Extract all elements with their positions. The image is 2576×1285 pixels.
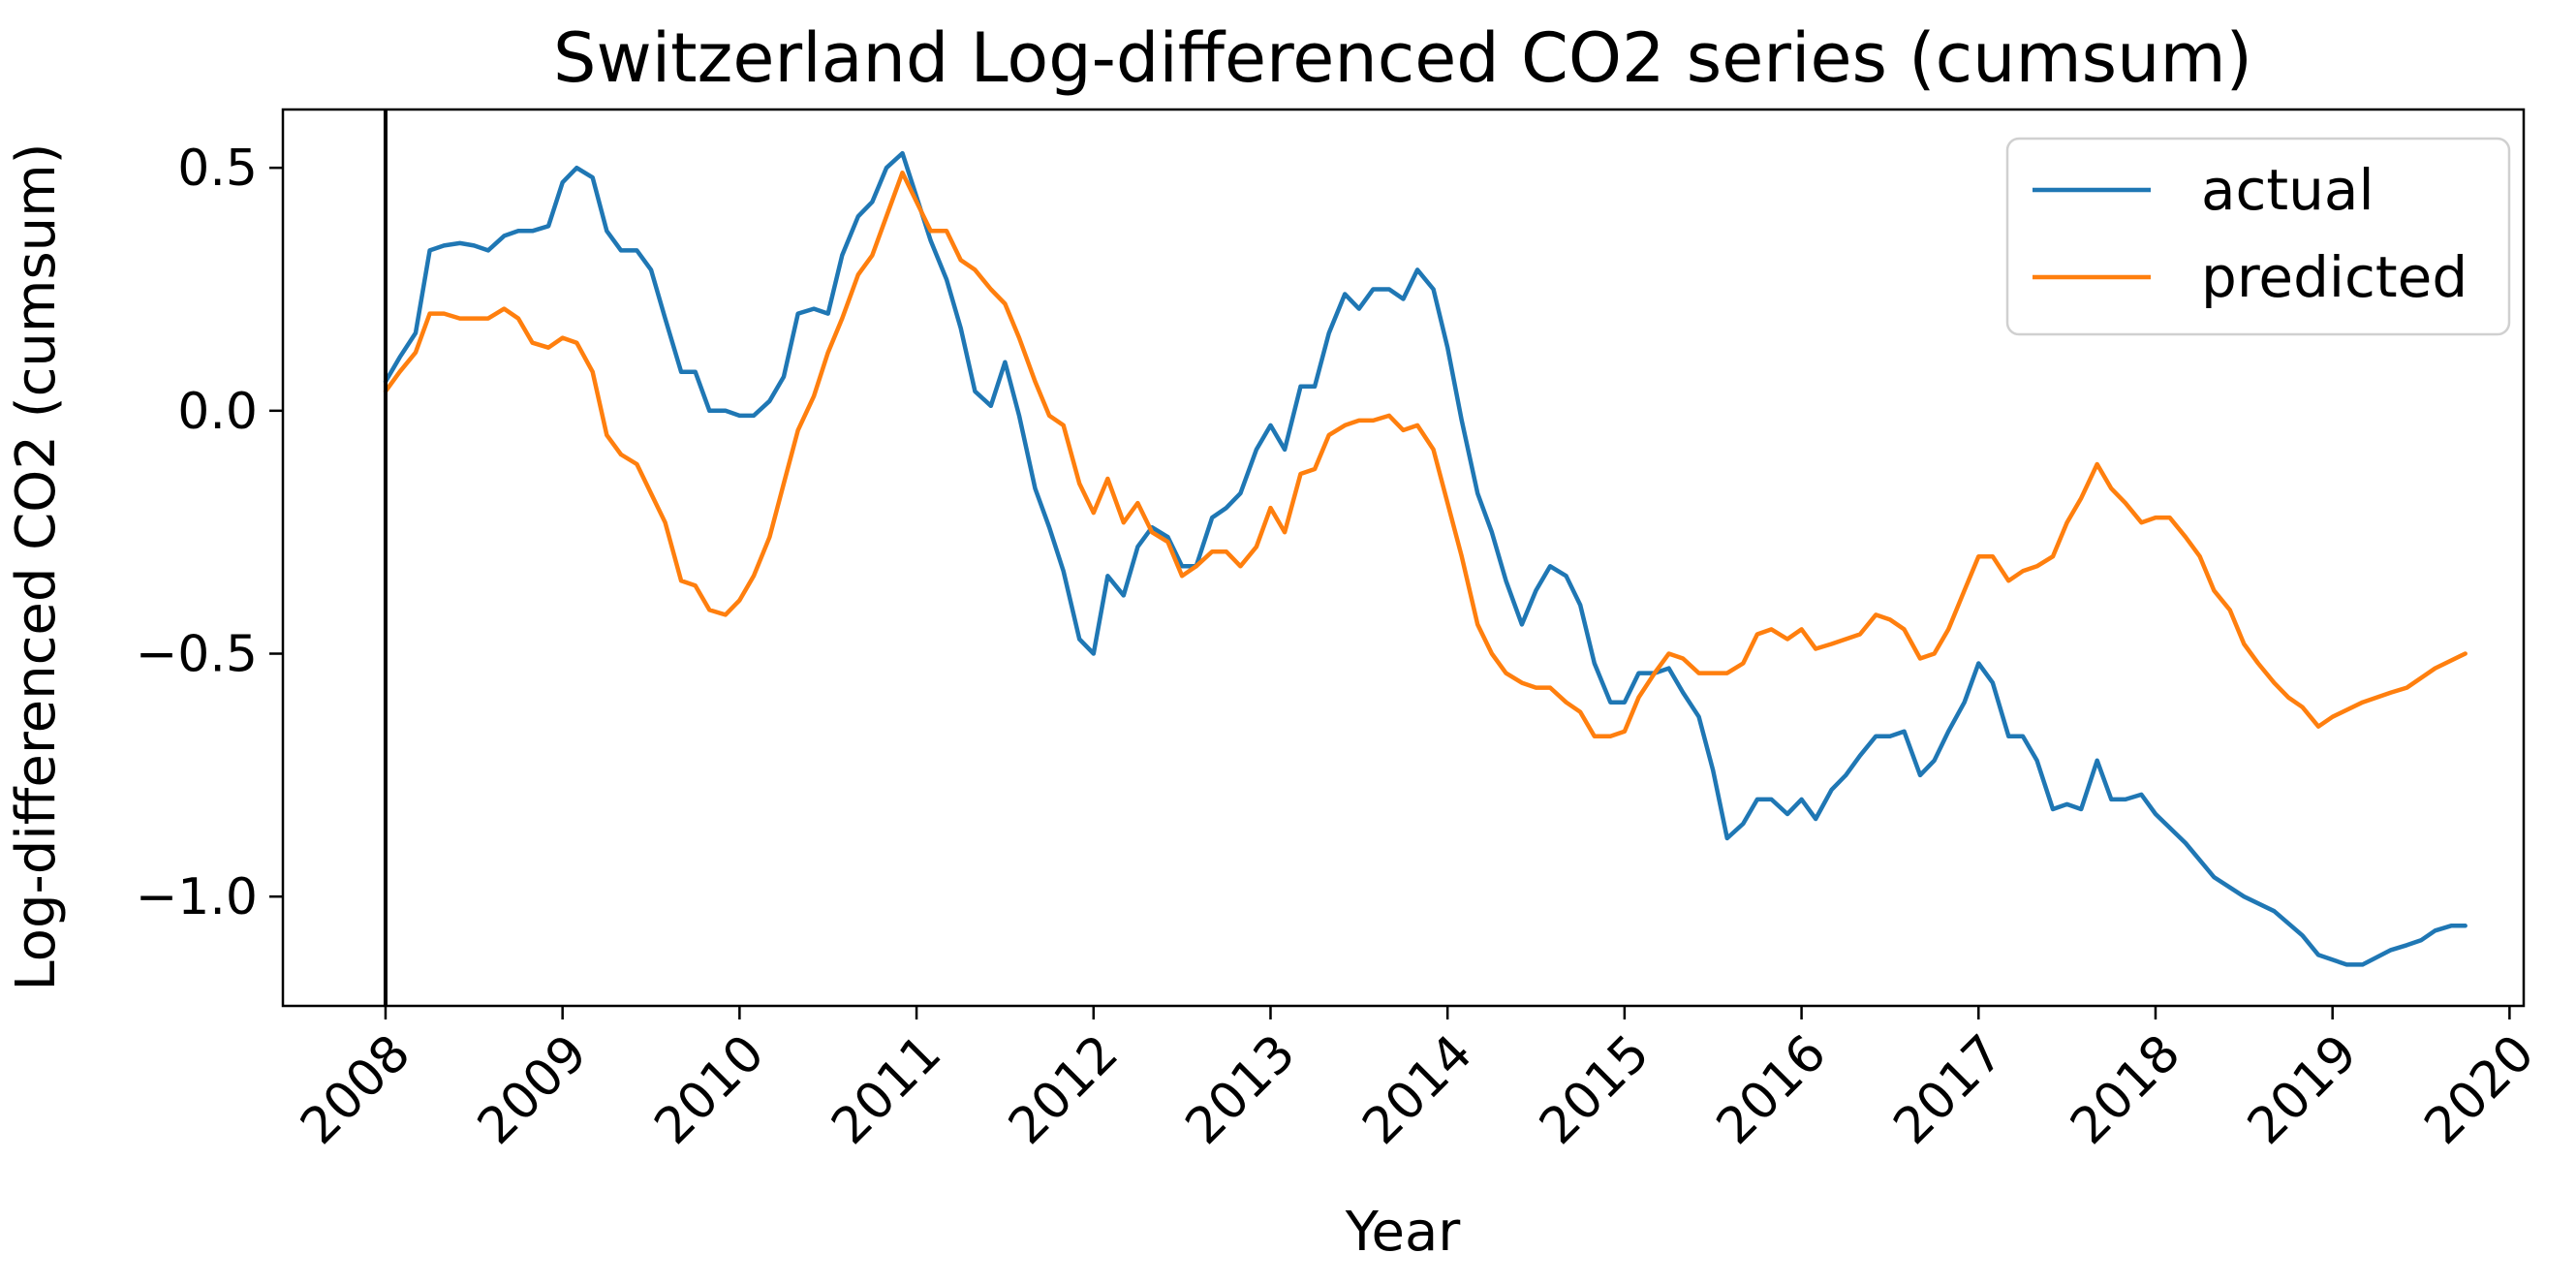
y-tick-label: 0.5 xyxy=(177,140,258,198)
legend: actual predicted xyxy=(2005,137,2511,336)
y-tick-label: −1.0 xyxy=(136,868,258,926)
plot-frame xyxy=(281,108,2526,1008)
chart-title: Switzerland Log-differenced CO2 series (… xyxy=(553,18,2252,98)
series-line-predicted xyxy=(383,170,2467,738)
y-tick-label: −0.5 xyxy=(136,626,258,684)
series-layer xyxy=(383,150,2467,967)
legend-label-actual: actual xyxy=(2201,157,2374,223)
y-tick-label: 0.0 xyxy=(177,383,258,441)
legend-label-predicted: predicted xyxy=(2201,244,2467,310)
plot-area xyxy=(281,108,2526,1008)
legend-frame xyxy=(2005,137,2511,336)
series-line-actual xyxy=(383,150,2467,967)
y-axis-title: Log-differenced CO2 (cumsum) xyxy=(5,142,68,990)
x-axis-title: Year xyxy=(1345,1201,1462,1264)
y-axis: 0.5 0.0 −0.5 −1.0 xyxy=(136,140,283,926)
